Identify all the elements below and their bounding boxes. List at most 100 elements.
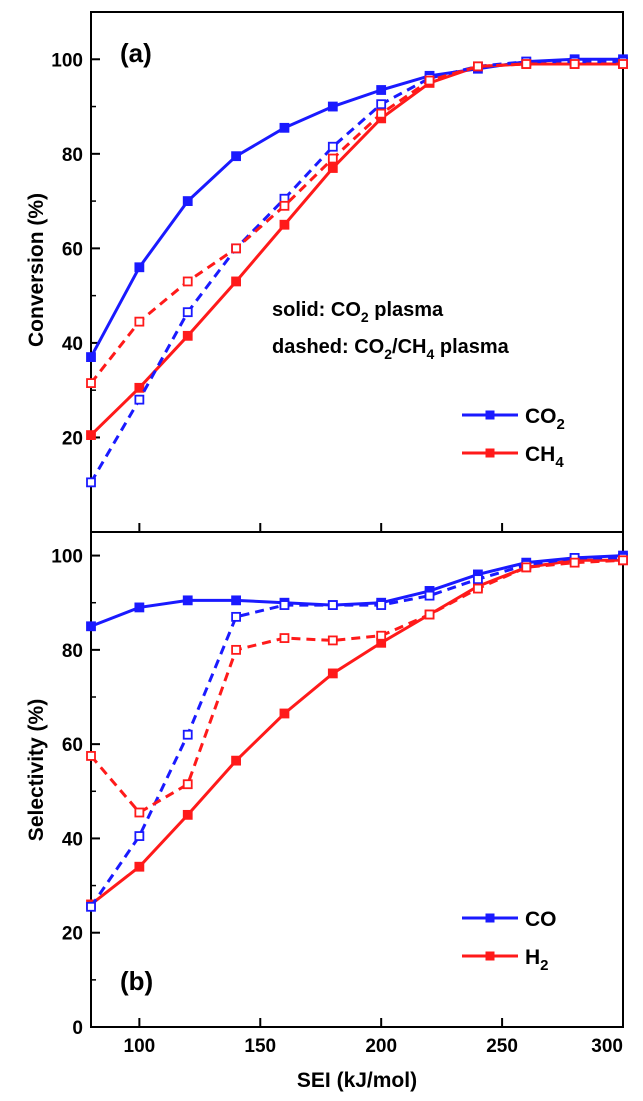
panel-b-point-h2-dashed bbox=[424, 609, 435, 620]
panel-a-point-co2-dashed bbox=[182, 307, 193, 318]
panel-b-label: (b) bbox=[120, 966, 153, 996]
panel-b-point-co-dashed bbox=[376, 600, 387, 610]
panel-a-y-tick-label: 100 bbox=[51, 50, 83, 71]
legend-label: CH4 bbox=[525, 443, 564, 471]
panel-a-point-ch4-dashed bbox=[618, 59, 628, 69]
legend-label: H2 bbox=[525, 946, 549, 974]
panel-a-point-co2-solid bbox=[182, 196, 193, 206]
panel-b-frame bbox=[90, 531, 624, 1028]
panel-a-point-ch4-dashed bbox=[424, 75, 435, 86]
panel-a-point-ch4-dashed bbox=[327, 153, 338, 164]
panel-b-series-h2-dashed bbox=[89, 558, 624, 815]
panel-b-x-tick-label: 200 bbox=[365, 1036, 397, 1057]
panel-a-point-ch4-dashed bbox=[231, 243, 241, 254]
panel-a-point-ch4-dashed bbox=[182, 276, 193, 287]
panel-b-point-co-dashed bbox=[424, 590, 435, 601]
panel-b-y-tick-label: 100 bbox=[51, 547, 83, 568]
legend-label: CO2 bbox=[525, 405, 565, 433]
legend-marker bbox=[485, 410, 495, 420]
panel-a-point-ch4-dashed bbox=[279, 200, 290, 211]
panel-a-series-co2-solid bbox=[89, 57, 623, 358]
panel-b-point-co-solid bbox=[231, 595, 241, 606]
panel-a-point-ch4-dashed bbox=[376, 108, 387, 119]
panel-b-y-tick-label: 80 bbox=[62, 641, 83, 662]
panel-b-y-tick-label: 0 bbox=[72, 1018, 83, 1039]
panel-a-point-co2-solid bbox=[279, 122, 290, 133]
panel-b-point-h2-dashed bbox=[327, 635, 338, 646]
panel-b-point-h2-dashed bbox=[86, 751, 96, 761]
panel-a-y-tick-label: 60 bbox=[62, 239, 83, 260]
panel-a-point-co2-dashed bbox=[86, 477, 96, 488]
panel-b: 0 20 40 60 80 100 100 150 200 250 300 (b) Selectiv… bbox=[25, 531, 628, 1092]
panel-b-series-co-solid bbox=[90, 554, 624, 628]
panel-a-y-tick-label: 40 bbox=[62, 334, 83, 355]
panel-b-point-h2-dashed bbox=[473, 583, 483, 594]
panel-a-y-axis-title: Conversion (%) bbox=[25, 193, 48, 347]
annotation-solid: solid: CO2 plasma bbox=[272, 299, 444, 325]
panel-a-point-ch4-dashed bbox=[569, 59, 580, 69]
panel-a-point-ch4-solid bbox=[279, 219, 290, 230]
panel-b-point-h2-solid bbox=[231, 755, 241, 766]
panel-b-point-h2-dashed bbox=[569, 557, 580, 568]
panel-b-point-h2-dashed bbox=[618, 555, 628, 566]
panel-b-y-tick-label: 20 bbox=[62, 924, 83, 945]
panel-b-x-tick-label: 100 bbox=[124, 1036, 156, 1057]
panel-b-x-tick-label: 300 bbox=[591, 1036, 623, 1057]
panel-b-series-h2-solid bbox=[90, 558, 623, 906]
panel-b-point-h2-dashed bbox=[231, 644, 241, 655]
panel-a-point-co2-dashed bbox=[376, 99, 387, 110]
panel-b-point-co-dashed bbox=[473, 574, 483, 585]
panel-b-point-co-dashed bbox=[86, 901, 96, 912]
panel-a-point-ch4-solid bbox=[182, 330, 193, 341]
panel-a-point-co2-dashed bbox=[327, 141, 338, 152]
panel-b-point-h2-dashed bbox=[182, 779, 193, 790]
panel-b-point-h2-solid bbox=[182, 809, 193, 820]
panel-b-point-h2-solid bbox=[327, 668, 338, 679]
panel-b-legend: CO H2 bbox=[462, 908, 557, 974]
panel-a-point-ch4-solid bbox=[231, 276, 241, 287]
panel-b-y-axis-title: Selectivity (%) bbox=[25, 699, 48, 841]
panel-b-point-co-solid bbox=[134, 602, 145, 613]
panel-b-point-co-dashed bbox=[327, 600, 338, 610]
panel-a-label: (a) bbox=[120, 38, 152, 68]
panel-b-point-co-dashed bbox=[279, 600, 290, 610]
panel-a-point-co2-solid bbox=[134, 262, 145, 273]
panel-b-point-co-solid bbox=[86, 621, 96, 632]
panel-a-point-co2-dashed bbox=[134, 394, 145, 405]
panel-a-series-ch4-solid bbox=[89, 62, 623, 437]
panel-b-point-h2-solid bbox=[279, 708, 290, 719]
panel-a-y-tick-label: 80 bbox=[62, 145, 83, 166]
panel-a-point-ch4-solid bbox=[134, 382, 145, 393]
panel-b-y-tick-label: 40 bbox=[62, 829, 83, 850]
panel-b-y-tick-label: 60 bbox=[62, 735, 83, 756]
panel-a-point-co2-solid bbox=[376, 85, 387, 95]
panel-b-point-co-dashed bbox=[134, 831, 145, 841]
panel-a-point-ch4-dashed bbox=[134, 316, 145, 327]
panel-b-series-co-dashed bbox=[89, 556, 623, 908]
panel-b-point-h2-solid bbox=[134, 861, 145, 872]
panel-b-point-h2-dashed bbox=[279, 633, 290, 643]
x-axis-title: SEI (kJ/mol) bbox=[297, 1069, 417, 1092]
panel-b-point-h2-dashed bbox=[376, 630, 387, 641]
panel-b-point-co-dashed bbox=[231, 611, 241, 622]
panel-a-point-ch4-dashed bbox=[473, 61, 483, 72]
annotation-dashed: dashed: CO2/CH4 plasma bbox=[272, 336, 510, 362]
legend-label: CO bbox=[525, 908, 557, 931]
legend-marker bbox=[485, 951, 495, 961]
panel-b-point-co-solid bbox=[182, 595, 193, 606]
panel-b-x-tick-label: 250 bbox=[486, 1036, 518, 1057]
panel-a-point-ch4-solid bbox=[327, 163, 338, 173]
panel-a-point-ch4-solid bbox=[86, 430, 96, 440]
panel-a: 20 40 60 80 100 (a) Conversion (%) solid: CO… bbox=[25, 11, 628, 533]
panel-a-point-co2-solid bbox=[327, 101, 338, 112]
panel-b-point-co-dashed bbox=[182, 729, 193, 740]
panel-a-y-tick-label: 20 bbox=[62, 428, 83, 449]
panel-b-point-h2-dashed bbox=[134, 807, 145, 818]
panel-b-x-tick-label: 150 bbox=[244, 1036, 276, 1057]
panel-a-point-ch4-dashed bbox=[86, 378, 96, 388]
panel-a-series-ch4-dashed bbox=[89, 62, 623, 385]
panel-a-point-co2-solid bbox=[86, 352, 96, 362]
panel-a-point-ch4-dashed bbox=[521, 59, 532, 69]
